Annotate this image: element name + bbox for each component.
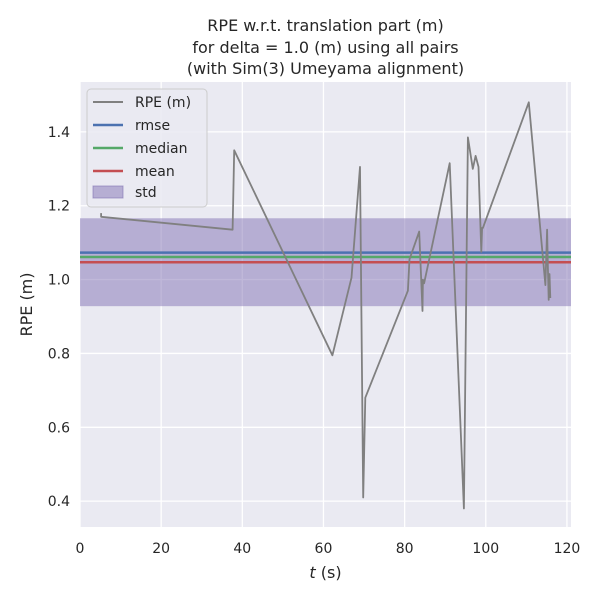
x-axis-ticks: 0 20 40 60 80 100 120 <box>76 541 581 557</box>
y-axis-ticks: 0.4 0.6 0.8 1.0 1.2 1.4 <box>48 125 70 510</box>
legend-label-rpe: RPE (m) <box>135 95 191 111</box>
legend: RPE (m) rmse median mean std <box>86 88 208 208</box>
y-tick-label: 1.0 <box>48 273 70 289</box>
chart-title-line-1: RPE w.r.t. translation part (m) <box>207 16 443 35</box>
x-tick-label: 60 <box>315 541 333 557</box>
legend-swatch-std <box>92 185 124 199</box>
y-axis-label: RPE (m) <box>17 272 36 336</box>
chart-title-line-2: for delta = 1.0 (m) using all pairs <box>192 38 458 57</box>
y-tick-label: 0.4 <box>48 494 70 510</box>
x-tick-label: 40 <box>233 541 251 557</box>
chart-title-line-3: (with Sim(3) Umeyama alignment) <box>187 59 464 78</box>
x-tick-label: 20 <box>152 541 170 557</box>
y-tick-label: 0.6 <box>48 420 70 436</box>
x-tick-label: 0 <box>76 541 85 557</box>
x-tick-label: 100 <box>472 541 499 557</box>
x-axis-label-var: t <box>309 563 316 582</box>
x-tick-label: 120 <box>554 541 581 557</box>
y-tick-label: 1.2 <box>48 199 70 215</box>
x-tick-label: 80 <box>396 541 414 557</box>
x-axis-label: t (s) <box>309 563 341 582</box>
y-tick-label: 0.8 <box>48 346 70 362</box>
statistics-bands <box>80 218 571 307</box>
legend-label-mean: mean <box>135 164 175 180</box>
x-axis-label-unit: (s) <box>316 563 342 582</box>
legend-label-rmse: rmse <box>135 118 170 134</box>
legend-label-median: median <box>135 141 187 157</box>
legend-label-std: std <box>135 185 157 201</box>
y-tick-label: 1.4 <box>48 125 70 141</box>
rpe-series-line <box>100 101 552 510</box>
legend-frame <box>86 88 208 208</box>
series-layer <box>100 101 552 510</box>
